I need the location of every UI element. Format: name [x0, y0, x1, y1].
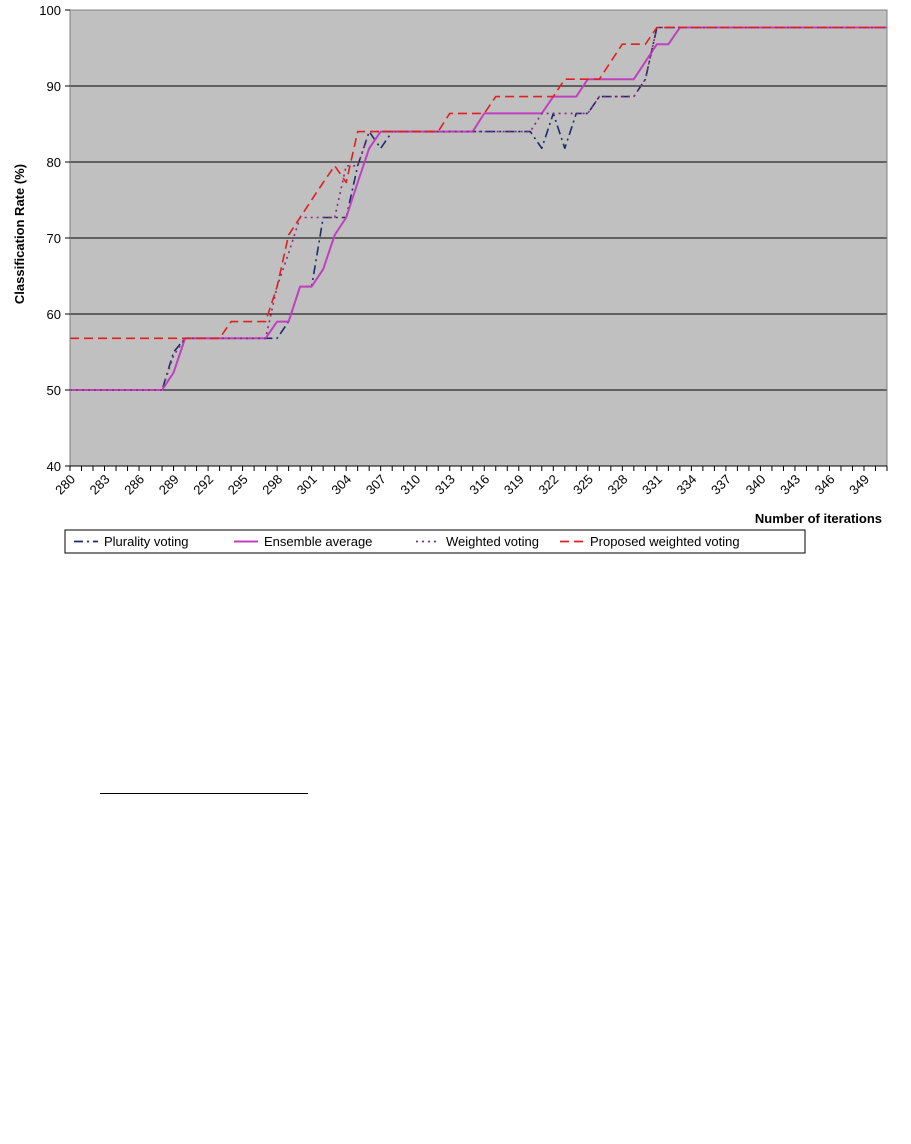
y-tick-label: 60 [47, 307, 61, 322]
x-tick-label: 310 [397, 472, 423, 498]
x-tick-label: 298 [259, 472, 285, 498]
legend-label-1: Ensemble average [264, 534, 372, 549]
y-tick-label: 90 [47, 79, 61, 94]
y-tick-label: 100 [39, 3, 61, 18]
x-tick-label: 319 [501, 472, 527, 498]
x-tick-label: 337 [708, 472, 734, 498]
x-tick-label: 346 [812, 472, 838, 498]
x-tick-label: 286 [121, 472, 147, 498]
legend-label-0: Plurality voting [104, 534, 189, 549]
y-tick-label: 50 [47, 383, 61, 398]
y-tick-label: 40 [47, 459, 61, 474]
x-tick-label: 307 [363, 472, 389, 498]
x-tick-label: 292 [190, 472, 216, 498]
y-tick-label: 80 [47, 155, 61, 170]
x-tick-label: 325 [570, 472, 596, 498]
x-tick-label: 331 [639, 472, 665, 498]
x-tick-label: 316 [466, 472, 492, 498]
x-tick-label: 322 [535, 472, 561, 498]
x-tick-label: 283 [87, 472, 113, 498]
y-tick-label: 70 [47, 231, 61, 246]
series-line-1 [70, 26, 887, 391]
x-tick-label: 340 [743, 472, 769, 498]
x-tick-label: 280 [52, 472, 78, 498]
legend-label-3: Proposed weighted voting [590, 534, 740, 549]
x-tick-label: 295 [225, 472, 251, 498]
x-axis-title: Number of iterations [755, 511, 882, 526]
x-tick-label: 304 [328, 472, 354, 498]
footnote-rule [100, 793, 308, 794]
x-tick-label: 349 [846, 472, 872, 498]
legend-label-2: Weighted voting [446, 534, 539, 549]
y-axis-title: Classification Rate (%) [12, 164, 27, 304]
x-tick-label: 301 [294, 472, 320, 498]
x-tick-label: 328 [605, 472, 631, 498]
y-axis: 40 50 60 70 80 90 100 [39, 3, 70, 474]
legend: Plurality voting Ensemble average Weighted… [64, 529, 806, 554]
x-tick-label: 289 [156, 472, 182, 498]
series-line-2 [70, 26, 887, 391]
plot-area [69, 9, 888, 467]
x-tick-label: 313 [432, 472, 458, 498]
x-tick-label: 334 [674, 472, 700, 498]
x-tick-label: 343 [777, 472, 803, 498]
series-line-3 [70, 26, 887, 340]
series-lines [70, 26, 887, 391]
x-axis: 280 283 286 289 292 295 298 301 304 307 310 313 316 3… [52, 465, 888, 498]
series-line-0 [70, 26, 887, 391]
